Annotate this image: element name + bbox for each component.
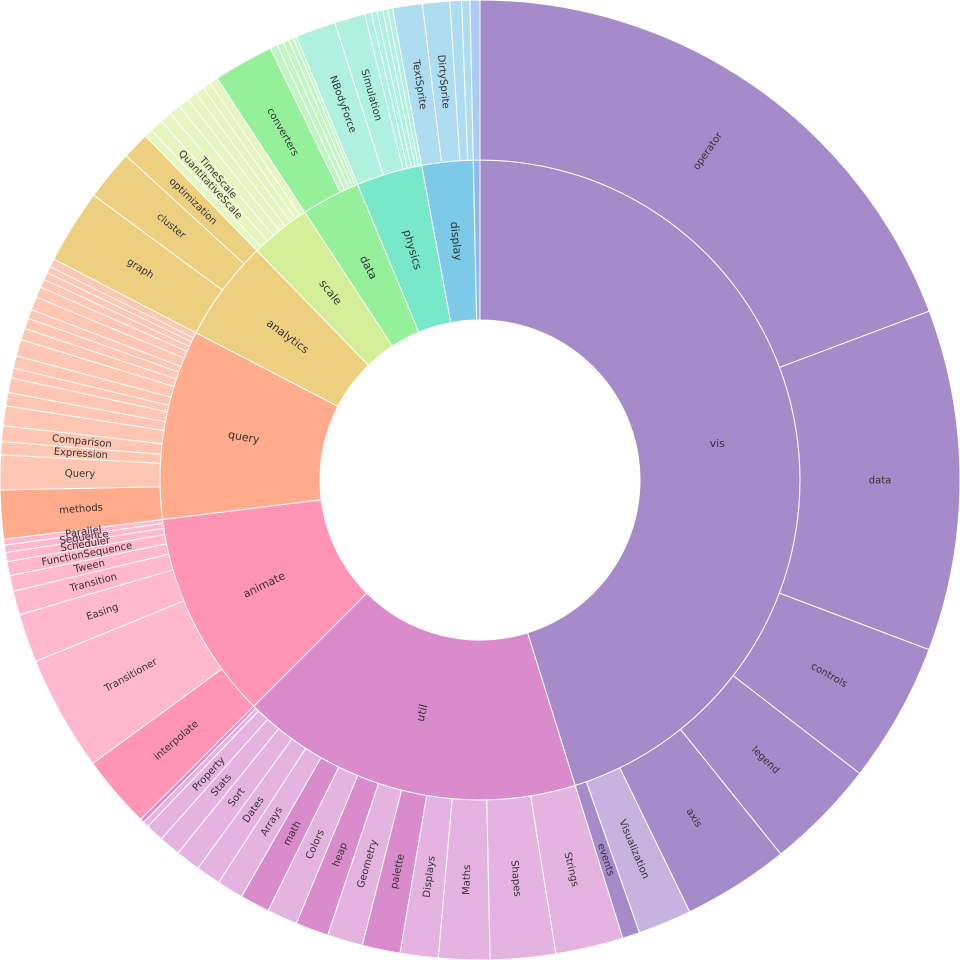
sector-label: Maths	[461, 865, 473, 896]
sector-label: Parallel	[65, 525, 103, 541]
sector-label: DirtySprite	[435, 54, 451, 109]
sector-label: Displays	[422, 855, 438, 898]
sector	[469, 0, 481, 161]
sector-label: methods	[59, 502, 104, 516]
sector-label: Shapes	[508, 860, 522, 897]
sector-label: display	[448, 221, 465, 262]
sector	[479, 0, 930, 369]
sector-label: vis	[710, 437, 726, 450]
sector-label: query	[227, 428, 261, 446]
sector-label: data	[869, 475, 892, 486]
sector-label: Expression	[53, 447, 108, 462]
sector-label: Query	[65, 468, 96, 479]
sector-label: util	[414, 703, 431, 723]
